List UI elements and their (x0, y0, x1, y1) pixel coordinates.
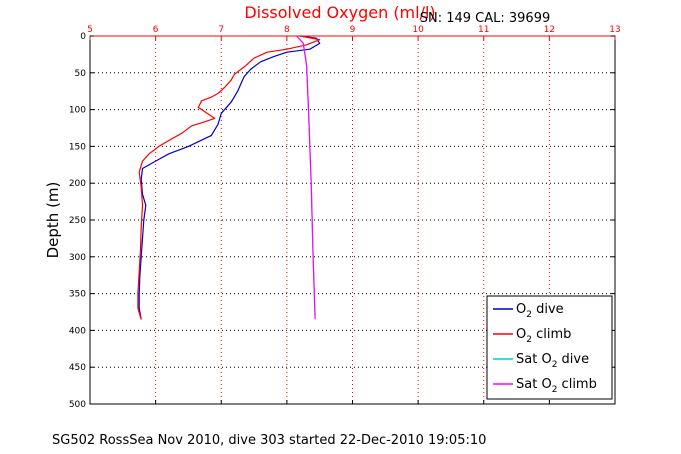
legend-item: Sat O2 climb (493, 377, 597, 395)
x-tick-label: 5 (87, 25, 93, 35)
x-axis-ticks: 5 6 7 8 9 10 11 12 13 (87, 25, 621, 404)
x-tick-label: 6 (153, 25, 159, 35)
legend-label: O2 dive (516, 302, 564, 320)
series-line (138, 35, 321, 320)
y-tick-label: 400 (69, 326, 86, 336)
legend-item: Sat O2 dive (493, 352, 589, 370)
dive-info-footer: SG502 RossSea Nov 2010, dive 303 started… (52, 433, 486, 448)
legend-label: O2 climb (516, 327, 571, 345)
x-tick-label: 11 (478, 25, 489, 35)
legend-item: O2 climb (493, 327, 571, 345)
x-tick-label: 10 (412, 25, 424, 35)
series-lines (137, 35, 321, 320)
y-tick-label: 300 (69, 253, 86, 263)
legend: O2 dive O2 climb Sat O2 dive Sat O2 climb (486, 295, 613, 400)
y-tick-label: 450 (69, 363, 86, 373)
x-tick-label: 7 (218, 25, 224, 35)
y-tick-label: 150 (69, 142, 86, 152)
legend-label: Sat O2 climb (516, 377, 597, 395)
y-axis-label: Depth (m) (44, 182, 62, 259)
grid-lines (90, 36, 615, 404)
calibration-label: SN: 149 CAL: 39699 (420, 11, 551, 26)
x-tick-label: 12 (544, 25, 555, 35)
x-tick-label: 8 (284, 25, 290, 35)
series-line (296, 35, 316, 320)
legend-label: Sat O2 dive (516, 352, 589, 370)
x-tick-label: 13 (609, 25, 620, 35)
y-tick-label: 50 (75, 69, 87, 79)
legend-item: O2 dive (493, 302, 564, 320)
chart-title: Dissolved Oxygen (ml/l) (244, 3, 435, 22)
y-tick-label: 250 (69, 216, 86, 226)
y-tick-label: 100 (69, 106, 86, 116)
x-tick-label: 9 (350, 25, 356, 35)
y-tick-label: 200 (69, 179, 86, 189)
legend-box (486, 295, 613, 400)
y-axis-ticks: 0 50 100 150 200 250 300 350 400 450 500 (69, 32, 615, 410)
y-tick-label: 500 (69, 400, 86, 410)
series-line (137, 35, 321, 320)
y-tick-label: 350 (69, 290, 86, 300)
y-tick-label: 0 (80, 32, 86, 42)
